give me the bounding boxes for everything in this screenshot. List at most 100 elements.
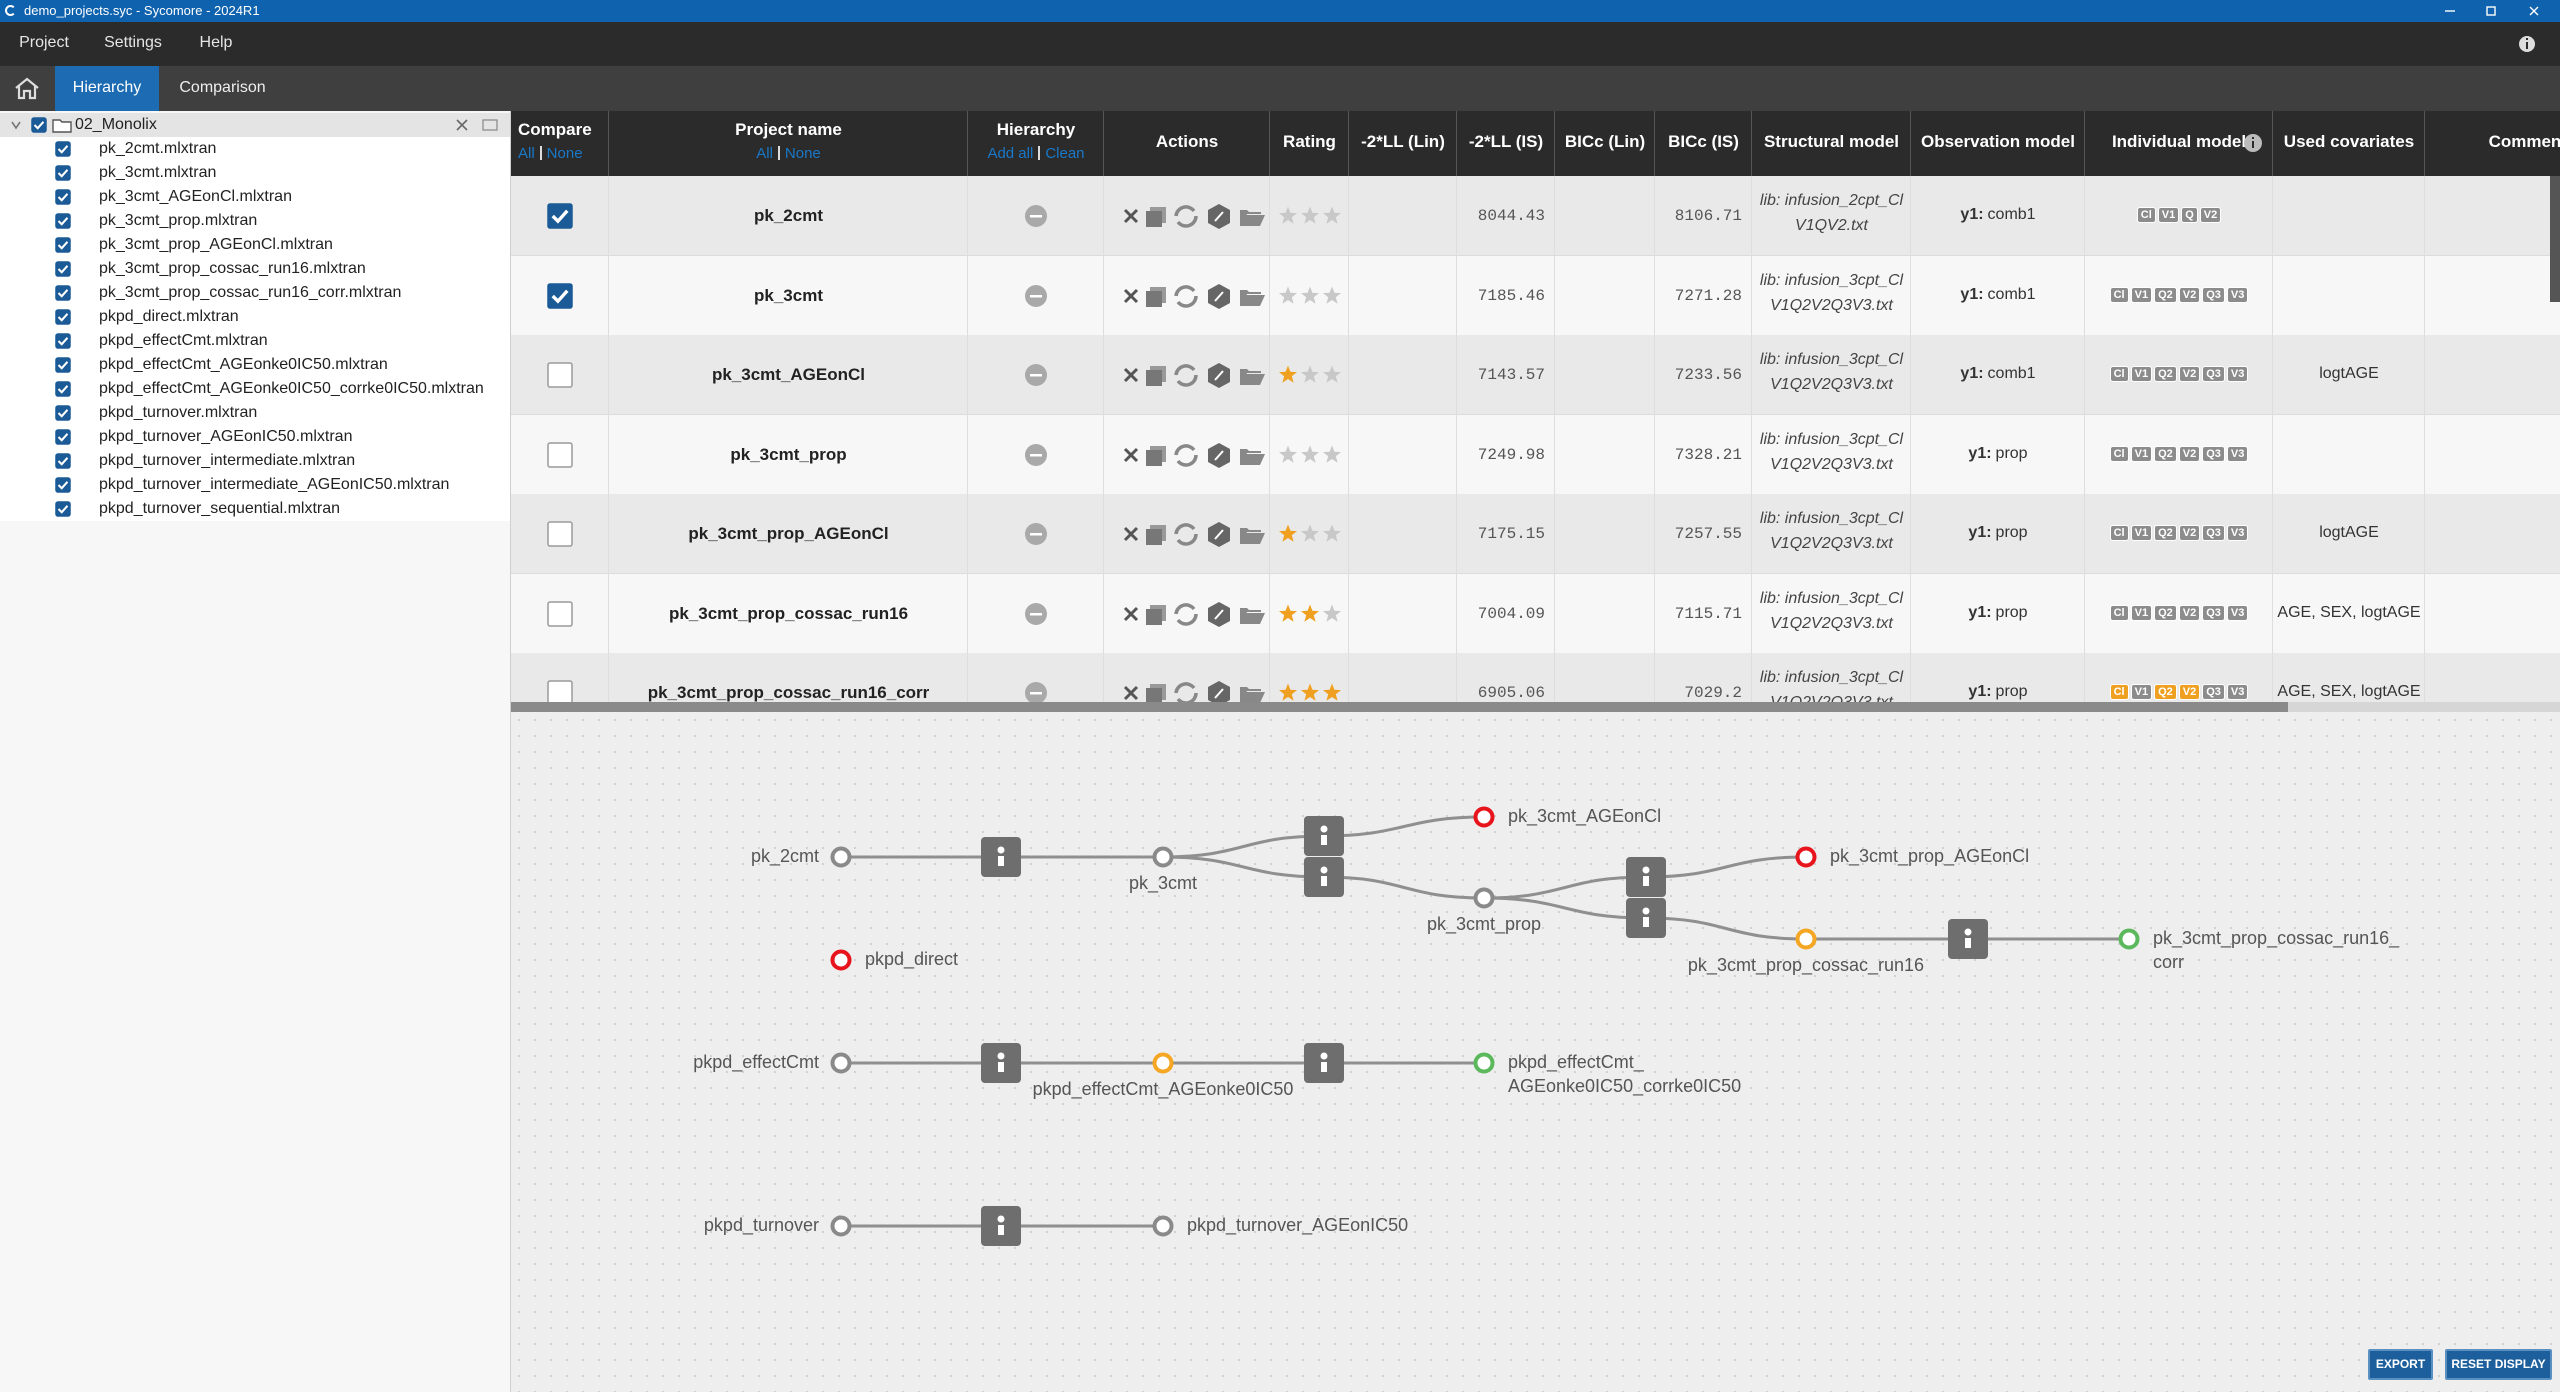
header-cell[interactable]: Project name All None — [609, 111, 968, 176]
header-link[interactable]: All — [518, 145, 535, 162]
checkbox[interactable] — [547, 521, 573, 547]
comparison-box[interactable] — [1626, 898, 1666, 938]
action-delete[interactable] — [1123, 447, 1139, 462]
rating-stars[interactable] — [1277, 205, 1343, 227]
action-open-folder[interactable] — [1240, 210, 1265, 226]
graph-node[interactable] — [1473, 1052, 1495, 1074]
star[interactable] — [1322, 683, 1341, 701]
window-control[interactable] — [2484, 4, 2498, 18]
action-run[interactable] — [1208, 522, 1230, 547]
star[interactable] — [1278, 604, 1297, 622]
action-run[interactable] — [1208, 442, 1230, 468]
checkbox[interactable] — [31, 117, 47, 133]
graph-node[interactable] — [1795, 928, 1817, 950]
expand-arrow[interactable] — [10, 119, 22, 131]
rating-stars[interactable] — [1277, 444, 1343, 466]
tree-item-label[interactable]: pkpd_turnover_intermediate_AGEonIC50.mlx… — [99, 476, 450, 493]
header-link[interactable]: Add all — [987, 145, 1034, 162]
header-link[interactable]: None — [784, 145, 821, 162]
header-link[interactable]: All — [756, 145, 773, 162]
star[interactable] — [1278, 206, 1297, 224]
header-cell[interactable]: Actions — [1104, 111, 1270, 176]
home-button[interactable] — [14, 77, 40, 100]
tree-item-label[interactable]: pkpd_turnover_intermediate.mlxtran — [99, 452, 356, 469]
hierarchy-toggle[interactable] — [1024, 443, 1048, 467]
graph-node[interactable] — [830, 949, 852, 971]
close-folder[interactable] — [456, 119, 468, 131]
header-cell[interactable]: Comments — [2425, 111, 2560, 176]
window-control[interactable] — [2527, 4, 2541, 18]
checkbox[interactable] — [55, 285, 71, 301]
checkbox[interactable] — [55, 141, 71, 157]
rating-stars[interactable] — [1277, 523, 1343, 545]
checkbox[interactable] — [55, 405, 71, 421]
action-refresh[interactable] — [1174, 602, 1198, 626]
header-link[interactable]: None — [546, 145, 583, 162]
action-refresh[interactable] — [1174, 682, 1198, 705]
action-refresh[interactable] — [1174, 364, 1198, 387]
action-copy[interactable] — [1146, 525, 1166, 545]
action-delete[interactable] — [1123, 685, 1139, 701]
action-delete[interactable] — [1123, 208, 1139, 224]
comparison-box[interactable] — [981, 1043, 1021, 1083]
checkbox[interactable] — [55, 213, 71, 229]
tree-item-label[interactable]: pkpd_direct.mlxtran — [99, 308, 239, 325]
graph-node[interactable] — [830, 846, 852, 868]
menu-item[interactable]: Project — [19, 34, 69, 51]
action-delete[interactable] — [1123, 288, 1139, 303]
action-copy[interactable] — [1146, 207, 1166, 227]
graph-node[interactable] — [2118, 928, 2140, 950]
checkbox[interactable] — [55, 189, 71, 205]
action-open-folder[interactable] — [1240, 448, 1265, 465]
tab-hierarchy[interactable]: Hierarchy — [55, 66, 159, 111]
star[interactable] — [1278, 524, 1297, 542]
star[interactable] — [1278, 683, 1297, 701]
star[interactable] — [1300, 524, 1319, 542]
checkbox[interactable] — [55, 381, 71, 397]
graph-node[interactable] — [1795, 846, 1817, 868]
tree-item-label[interactable]: pk_3cmt_prop_cossac_run16.mlxtran — [99, 260, 366, 277]
checkbox[interactable] — [547, 362, 573, 388]
star[interactable] — [1322, 604, 1341, 622]
graph-node[interactable] — [1152, 846, 1174, 868]
comparison-box[interactable] — [1304, 816, 1344, 856]
star[interactable] — [1322, 206, 1341, 224]
checkbox[interactable] — [55, 429, 71, 445]
info-icon[interactable] — [2518, 33, 2540, 55]
star[interactable] — [1300, 286, 1319, 304]
action-delete[interactable] — [1123, 367, 1139, 383]
star[interactable] — [1322, 445, 1341, 463]
comparison-box[interactable] — [1304, 857, 1344, 897]
header-cell[interactable]: -2*LL (IS) — [1457, 111, 1555, 176]
graph-button[interactable]: EXPORT — [2368, 1349, 2433, 1380]
action-copy[interactable] — [1146, 366, 1166, 386]
hierarchy-toggle[interactable] — [1024, 602, 1048, 626]
columns-icon[interactable] — [482, 119, 498, 131]
action-run[interactable] — [1208, 601, 1230, 627]
menu-item[interactable]: Help — [199, 34, 233, 51]
checkbox[interactable] — [55, 357, 71, 373]
tree-item-label[interactable]: pk_3cmt.mlxtran — [99, 164, 217, 181]
tab-comparison[interactable]: Comparison — [179, 79, 266, 96]
tree-item-label[interactable]: pkpd_turnover.mlxtran — [99, 404, 258, 421]
tree-item-label[interactable]: pk_3cmt_prop_cossac_run16_corr.mlxtran — [99, 284, 402, 301]
header-cell[interactable]: BICc (Lin) — [1555, 111, 1655, 176]
action-delete[interactable] — [1123, 526, 1139, 542]
comparison-box[interactable] — [981, 837, 1021, 877]
checkbox[interactable] — [55, 261, 71, 277]
action-refresh[interactable] — [1174, 284, 1198, 308]
action-run[interactable] — [1208, 363, 1230, 388]
header-cell[interactable]: BICc (IS) — [1655, 111, 1752, 176]
action-open-folder[interactable] — [1240, 687, 1265, 703]
checkbox[interactable] — [547, 600, 573, 627]
comparison-box[interactable] — [1304, 1043, 1344, 1083]
star[interactable] — [1322, 524, 1341, 542]
header-cell[interactable]: Observation model — [1911, 111, 2085, 176]
action-delete[interactable] — [1123, 606, 1139, 621]
star[interactable] — [1278, 445, 1297, 463]
action-open-folder[interactable] — [1240, 528, 1265, 544]
graph-button[interactable]: RESET DISPLAY — [2445, 1349, 2552, 1380]
tree-item-label[interactable]: pkpd_effectCmt_AGEonke0IC50_corrke0IC50.… — [99, 380, 484, 397]
graph-node[interactable] — [1473, 887, 1495, 909]
checkbox[interactable] — [547, 282, 573, 309]
